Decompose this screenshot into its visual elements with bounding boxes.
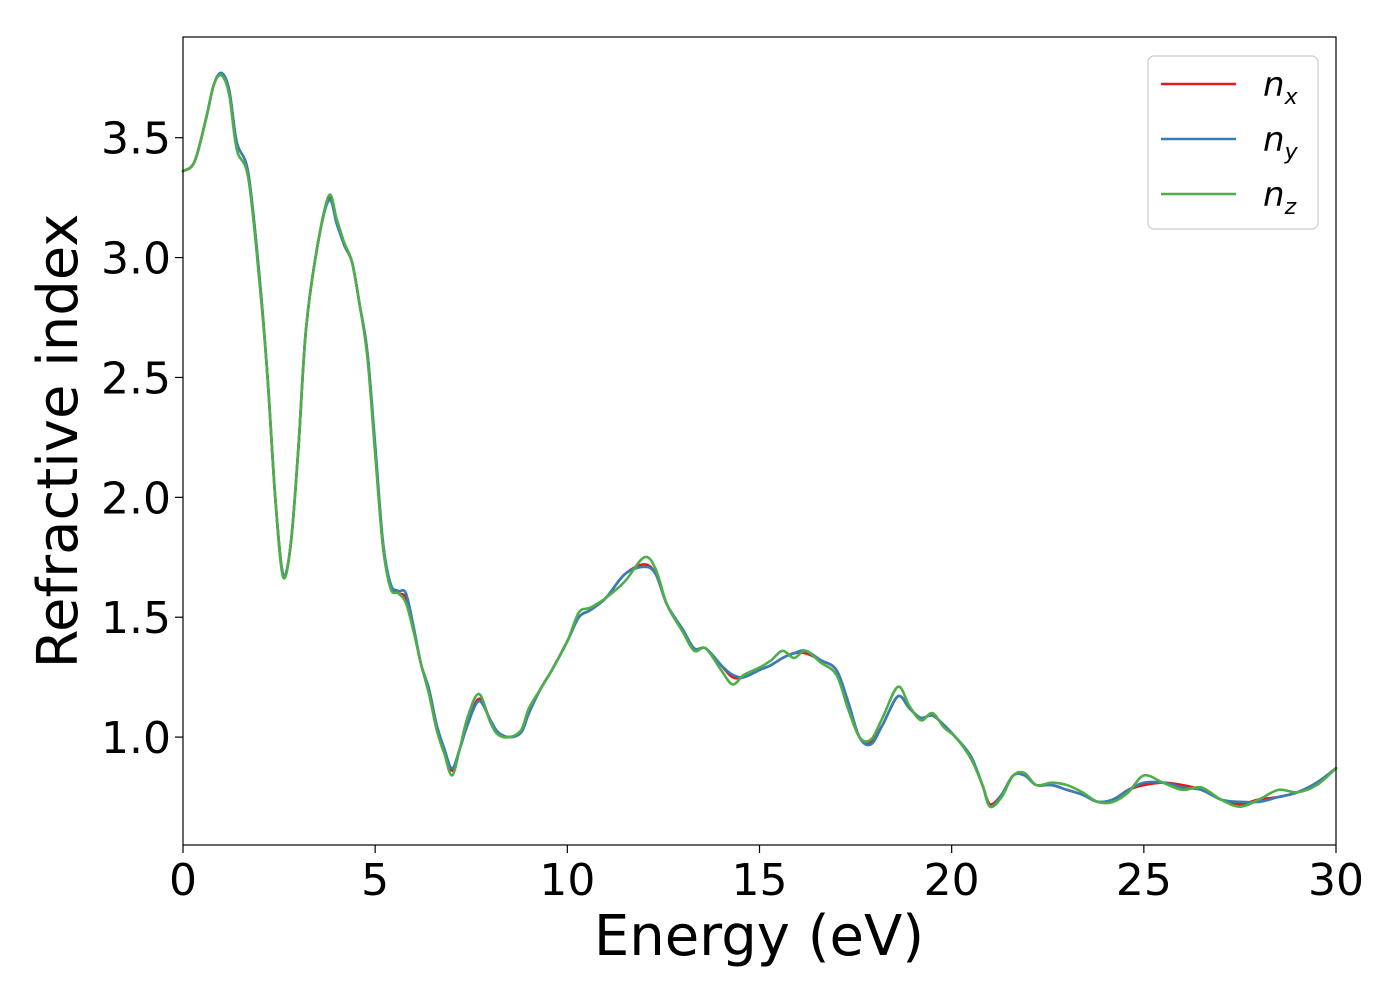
legend-label-sub: y: [1284, 140, 1299, 165]
series-layer: [181, 71, 1338, 809]
series-line-z: [181, 73, 1338, 809]
legend-label-sub: x: [1284, 85, 1299, 110]
y-tick-label: 1.0: [101, 713, 171, 764]
legend-label-z: nz: [1263, 175, 1297, 220]
legend-box: [1147, 55, 1319, 230]
y-axis: 1.0 1.5 2.0 2.5 3.0 3.5: [101, 114, 183, 764]
x-tick-label: 5: [361, 855, 389, 906]
y-tick-label: 1.5: [101, 593, 171, 644]
x-tick-label: 30: [1308, 855, 1364, 906]
y-tick-label: 3.0: [101, 234, 171, 285]
x-tick-label: 15: [732, 855, 788, 906]
x-axis-label: Energy (eV): [594, 904, 924, 969]
y-tick-label: 2.5: [101, 353, 171, 404]
y-tick-label: 2.0: [101, 473, 171, 524]
x-tick-label: 0: [169, 855, 197, 906]
y-tick-label: 3.5: [101, 114, 171, 165]
x-axis: 0 5 10 15 20 25 30: [169, 845, 1364, 906]
legend-label-y: ny: [1263, 120, 1299, 165]
x-tick-label: 10: [539, 855, 595, 906]
legend-label-base: n: [1263, 65, 1285, 105]
y-axis-label: Refractive index: [26, 214, 91, 669]
legend-label-base: n: [1263, 120, 1285, 160]
legend-label-sub: z: [1284, 195, 1297, 220]
x-tick-label: 20: [924, 855, 980, 906]
legend-label-base: n: [1263, 175, 1285, 215]
legend-label-x: nx: [1263, 65, 1299, 110]
x-tick-label: 25: [1116, 855, 1172, 906]
